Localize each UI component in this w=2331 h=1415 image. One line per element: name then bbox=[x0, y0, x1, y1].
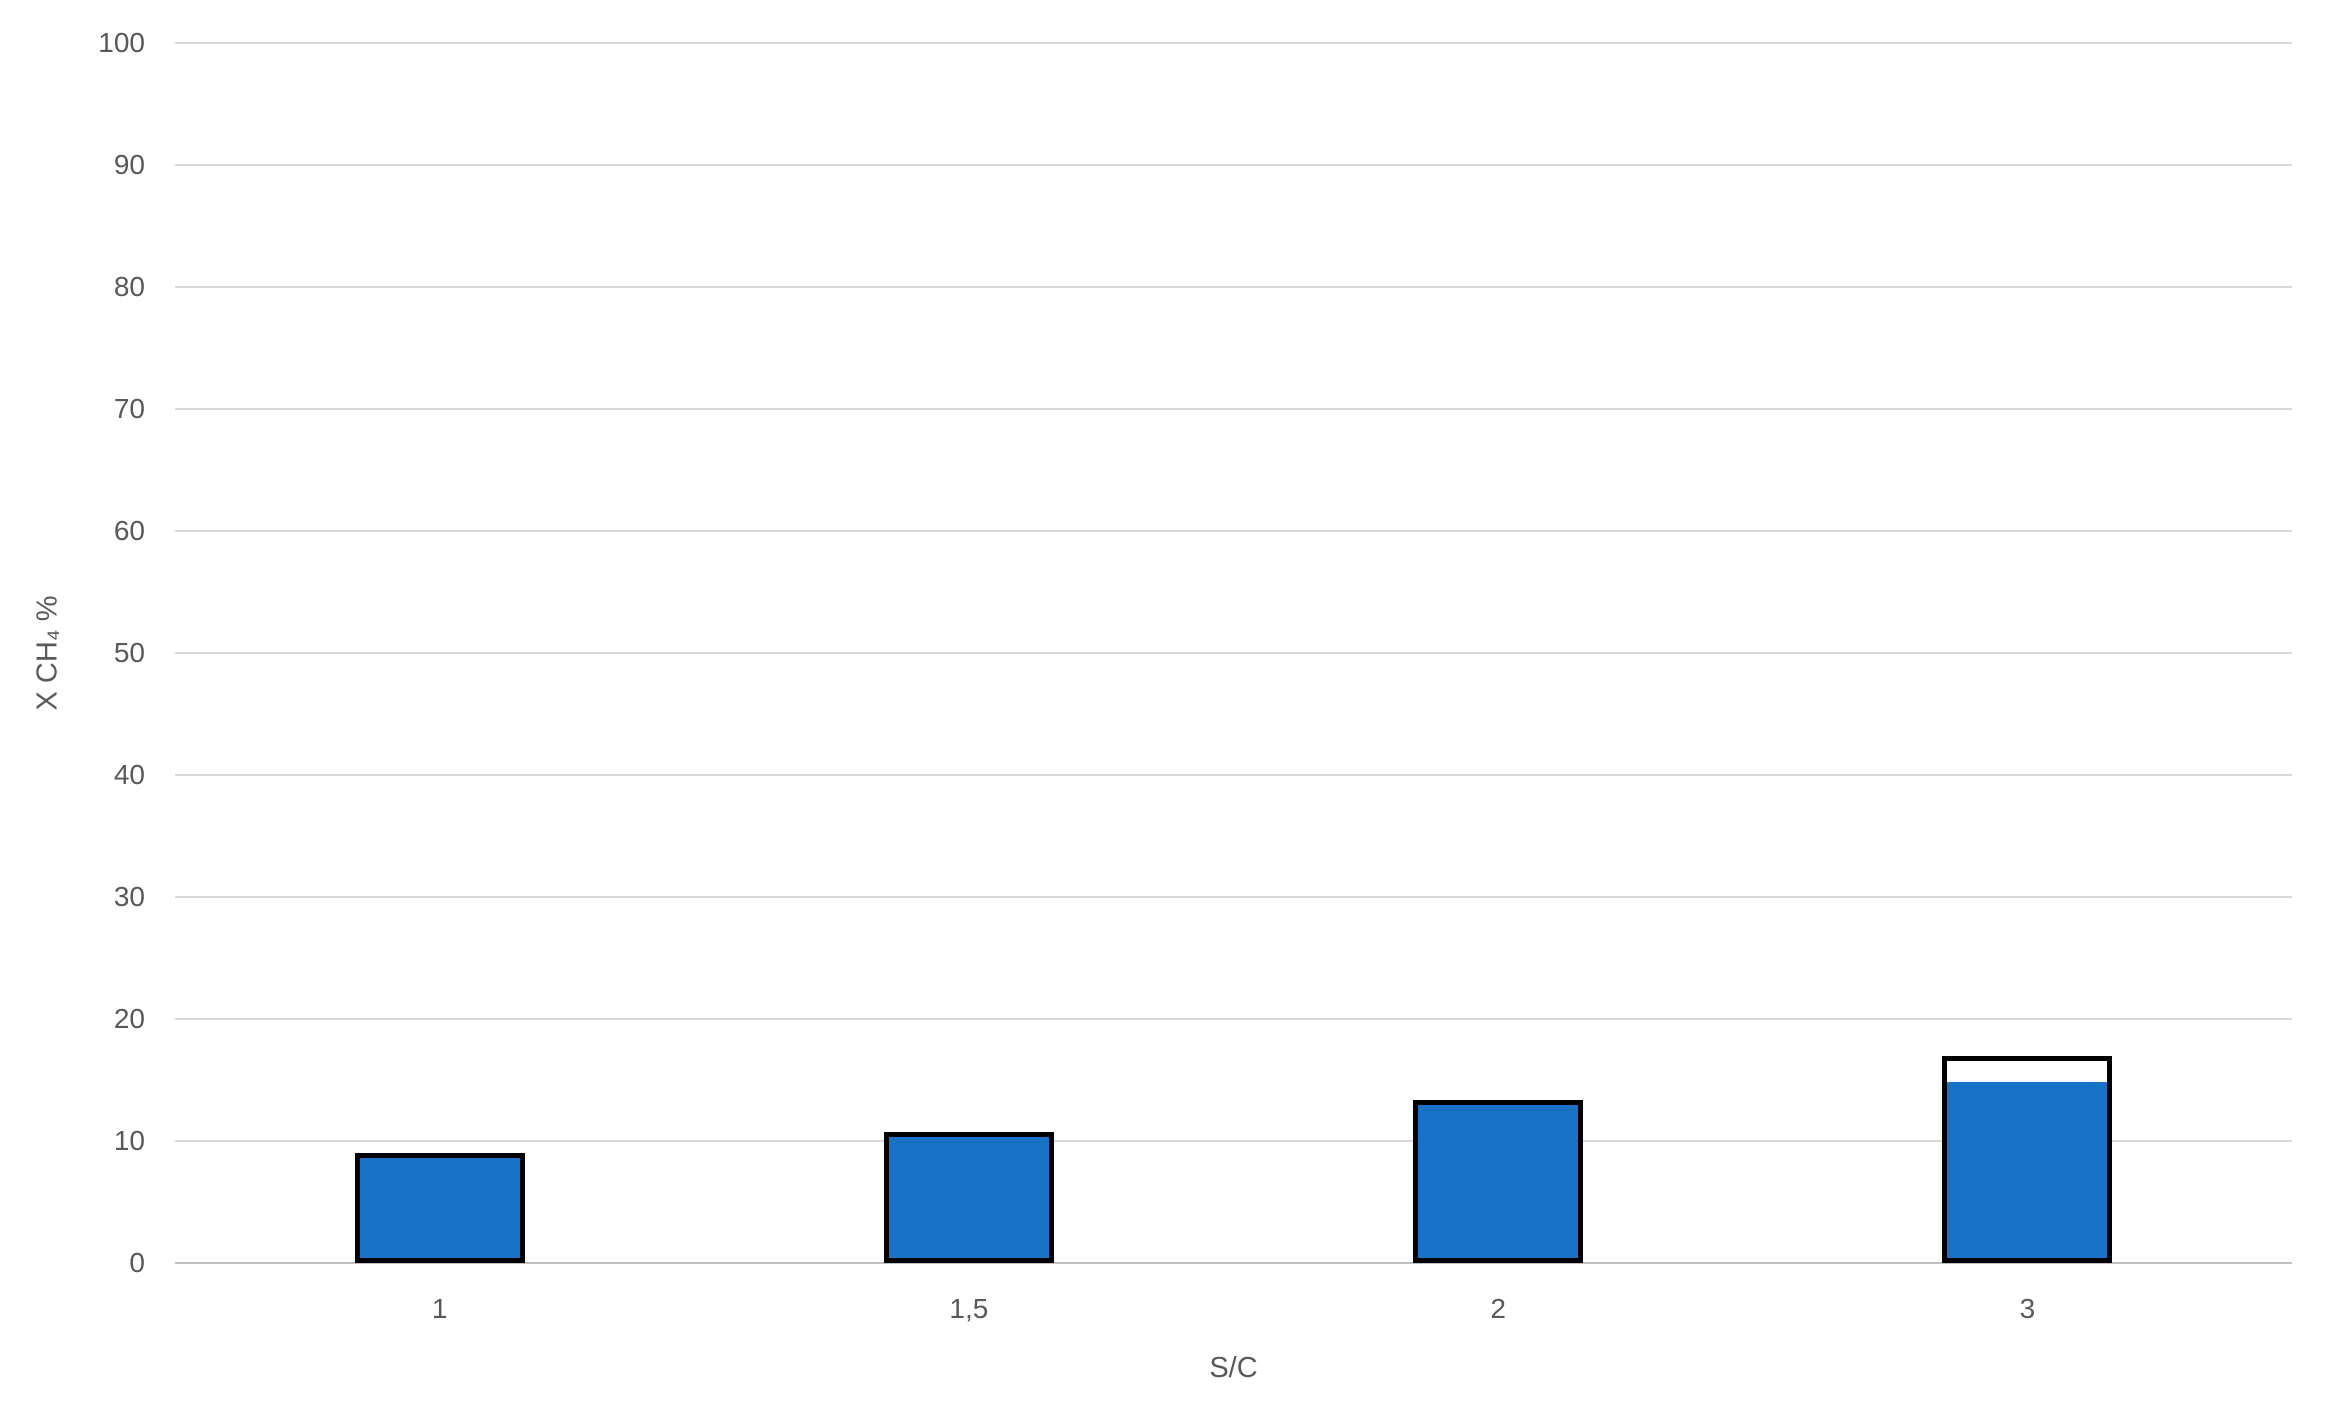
y-tick-label: 100 bbox=[98, 27, 145, 58]
x-category-label: 3 bbox=[2019, 1293, 2036, 1324]
y-tick-label: 50 bbox=[113, 637, 145, 668]
x-category-label: 1,5 bbox=[949, 1293, 989, 1324]
y-tick-label: 60 bbox=[113, 515, 145, 546]
y-tick-label: 90 bbox=[113, 149, 145, 180]
y-tick-label: 70 bbox=[113, 393, 145, 424]
x-axis-line bbox=[175, 1262, 2292, 1264]
y-axis-tick-labels: 0 10 20 30 40 50 60 70 80 90 100 bbox=[0, 29, 145, 1277]
bar-slot bbox=[175, 43, 704, 1263]
y-tick-label: 40 bbox=[113, 759, 145, 790]
bar-fill bbox=[883, 1132, 1054, 1263]
x-axis-category-labels: 1 1,5 2 3 bbox=[175, 1293, 2292, 1325]
x-category-label: 1 bbox=[431, 1293, 448, 1324]
bar-fill bbox=[1413, 1099, 1584, 1263]
gridline bbox=[175, 652, 2292, 654]
y-tick-label: 80 bbox=[113, 271, 145, 302]
gridline bbox=[175, 1140, 2292, 1142]
x-category-label: 2 bbox=[1490, 1293, 1506, 1324]
y-tick-label: 20 bbox=[113, 1003, 145, 1034]
gridline bbox=[175, 42, 2292, 44]
gridline bbox=[175, 286, 2292, 288]
y-tick-label: 30 bbox=[113, 881, 145, 912]
bar-outline bbox=[354, 1153, 525, 1263]
y-tick-label: 10 bbox=[113, 1125, 145, 1156]
gridline bbox=[175, 896, 2292, 898]
bar-outline bbox=[883, 1132, 1054, 1263]
x-axis-title: S/C bbox=[1209, 1352, 1258, 1384]
y-tick-label: 0 bbox=[129, 1247, 145, 1278]
bar-slot bbox=[1234, 43, 1763, 1263]
gridline bbox=[175, 774, 2292, 776]
gridline bbox=[175, 530, 2292, 532]
bar-fill bbox=[1942, 1082, 2113, 1263]
bar-slot bbox=[704, 43, 1233, 1263]
bar-outline bbox=[1942, 1055, 2113, 1263]
bar-outline bbox=[1413, 1099, 1584, 1263]
bar-fill bbox=[354, 1153, 525, 1263]
gridline bbox=[175, 1018, 2292, 1020]
gridline bbox=[175, 408, 2292, 410]
gridline bbox=[175, 164, 2292, 166]
bar-slot bbox=[1763, 43, 2292, 1263]
plot-area bbox=[175, 42, 2292, 1264]
